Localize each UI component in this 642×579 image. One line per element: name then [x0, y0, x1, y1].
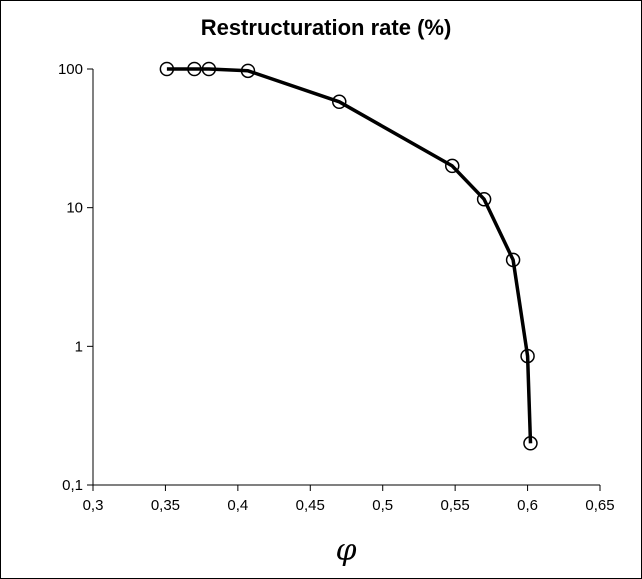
x-tick-label: 0,6	[517, 497, 538, 514]
x-tick-label: 0,35	[151, 497, 180, 514]
series-line	[166, 67, 533, 444]
y-tick-label: 0,1	[62, 477, 83, 494]
x-tick-label: 0,45	[296, 497, 325, 514]
data-point	[444, 158, 460, 174]
x-tick-label: 0,55	[441, 497, 470, 514]
data-point	[332, 94, 347, 110]
data-point	[520, 348, 535, 364]
x-tick-label: 0,5	[372, 497, 393, 514]
x-tick-label: 0,65	[585, 497, 614, 514]
series-points	[159, 61, 538, 451]
chart-title: Restructuration rate (%)	[201, 15, 452, 40]
data-point	[523, 436, 538, 451]
y-tick-label: 10	[66, 200, 83, 217]
data-point	[187, 61, 202, 77]
data-point	[476, 191, 492, 207]
data-point	[159, 61, 175, 77]
data-point	[201, 61, 217, 77]
y-tick-label: 100	[58, 61, 83, 78]
x-ticks: 0,3 0,35 0,4 0,45 0,5 0,55 0,6 0,65	[83, 485, 615, 514]
data-point	[505, 252, 521, 268]
x-tick-label: 0,4	[227, 497, 248, 514]
data-point	[240, 63, 256, 79]
y-tick-label: 1	[75, 338, 83, 355]
y-ticks: 0,1 1 10 100	[58, 61, 93, 494]
x-tick-label: 0,3	[83, 497, 104, 514]
x-axis-label: φ	[335, 533, 356, 568]
